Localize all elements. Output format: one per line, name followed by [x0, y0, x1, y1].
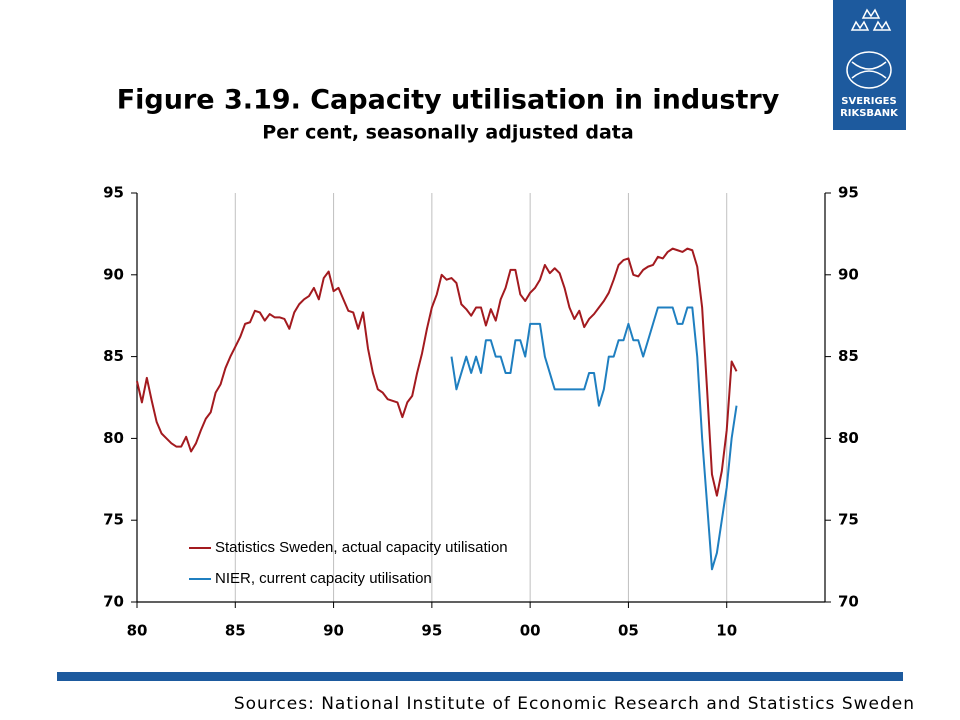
- x-tick-label: 85: [225, 622, 246, 640]
- legend-label: NIER, current capacity utilisation: [215, 570, 432, 587]
- logo-text: SVERIGES: [841, 96, 896, 107]
- y2-tick-label: 70: [838, 593, 859, 611]
- logo-text: RIKSBANK: [840, 108, 899, 119]
- x-tick-label: 95: [421, 622, 442, 640]
- y-tick-label: 85: [103, 347, 124, 365]
- logo: SVERIGES RIKSBANK: [833, 0, 906, 130]
- chart-title: Figure 3.19. Capacity utilisation in ind…: [117, 85, 780, 116]
- x-tick-label: 10: [716, 622, 737, 640]
- logo-emblem: [846, 8, 892, 89]
- y2-tick-label: 85: [838, 347, 859, 365]
- y-tick-label: 70: [103, 593, 124, 611]
- chart-subtitle: Per cent, seasonally adjusted data: [262, 122, 633, 144]
- plot-area: 80 85 90 95 00 05 10 70 75 80 85 90 95 70 75 80 85 90 95 St…: [103, 184, 859, 640]
- x-tick-label: 05: [618, 622, 639, 640]
- y2-tick-label: 95: [838, 184, 859, 202]
- y-tick-label: 90: [103, 265, 124, 283]
- y2-tick-label: 90: [838, 265, 859, 283]
- x-tick-label: 80: [127, 622, 148, 640]
- source-note: Sources: National Institute of Economic …: [234, 694, 915, 714]
- y-tick-label: 80: [103, 429, 124, 447]
- y2-tick-label: 75: [838, 511, 859, 529]
- logo-background: [833, 0, 906, 130]
- legend-label: Statistics Sweden, actual capacity utili…: [215, 539, 508, 556]
- x-tick-label: 00: [520, 622, 541, 640]
- footer-band: [57, 672, 903, 681]
- series-line: [450, 306, 738, 571]
- x-tick-label: 90: [323, 622, 344, 640]
- y-tick-label: 95: [103, 184, 124, 202]
- series-line: [136, 247, 738, 497]
- y2-tick-label: 80: [838, 429, 859, 447]
- y-tick-label: 75: [103, 511, 124, 529]
